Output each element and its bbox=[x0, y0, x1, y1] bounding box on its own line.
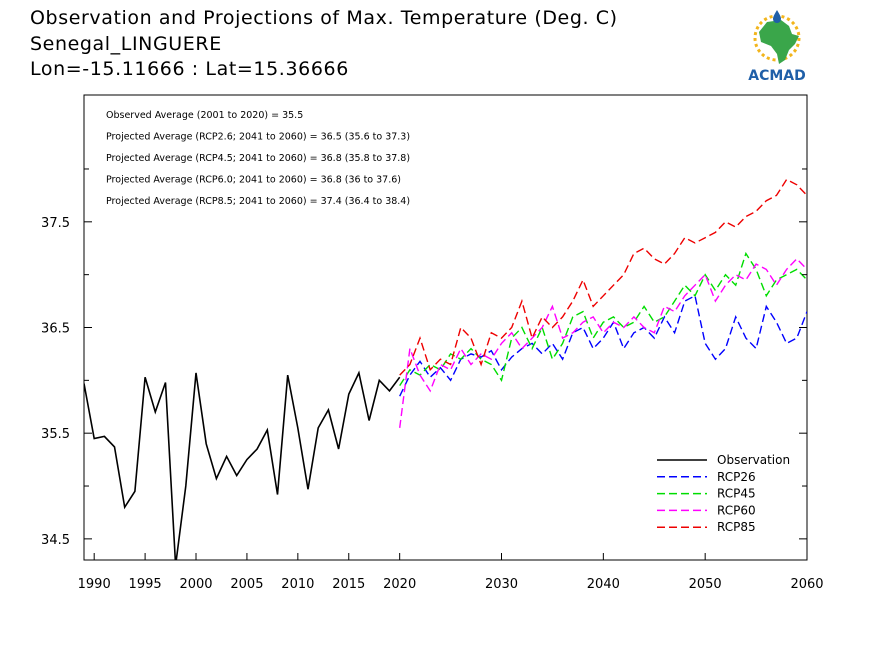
y-tick-label: 35.5 bbox=[41, 427, 70, 442]
x-tick-label: 2050 bbox=[689, 577, 722, 592]
series-line-rcp45 bbox=[399, 251, 807, 386]
x-tick-label: 2000 bbox=[179, 577, 212, 592]
x-tick-label: 1995 bbox=[129, 577, 162, 592]
africa-icon bbox=[759, 20, 799, 64]
water-drop-icon bbox=[773, 10, 781, 23]
chart-title: Observation and Projections of Max. Temp… bbox=[30, 7, 618, 29]
average-annotation: Projected Average (RCP4.5; 2041 to 2060)… bbox=[106, 153, 410, 164]
series-line-observation bbox=[84, 370, 401, 560]
x-tick-label: 2030 bbox=[485, 577, 518, 592]
y-tick-label: 36.5 bbox=[41, 322, 70, 337]
x-tick-label: 2005 bbox=[230, 577, 263, 592]
x-tick-label: 2010 bbox=[281, 577, 314, 592]
series-line-rcp26 bbox=[399, 294, 807, 397]
acmad-logo: ACMAD bbox=[737, 8, 817, 84]
series-line-rcp60 bbox=[399, 257, 807, 428]
series-line-rcp85 bbox=[399, 178, 807, 376]
x-tick-label: 2020 bbox=[383, 577, 416, 592]
legend-label: RCP60 bbox=[717, 503, 756, 517]
average-annotation: Projected Average (RCP6.0; 2041 to 2060)… bbox=[106, 175, 401, 186]
average-annotation: Projected Average (RCP2.6; 2041 to 2060)… bbox=[106, 132, 410, 143]
legend-label: RCP45 bbox=[717, 487, 756, 501]
y-tick-label: 34.5 bbox=[41, 533, 70, 548]
legend-label: RCP85 bbox=[717, 520, 756, 534]
legend-label: Observation bbox=[717, 453, 790, 467]
logo-text: ACMAD bbox=[748, 68, 806, 84]
plot-frame bbox=[83, 94, 808, 561]
x-tick-label: 2040 bbox=[587, 577, 620, 592]
station-coordinates: Lon=-15.11666 : Lat=15.36666 bbox=[30, 58, 349, 80]
x-tick-label: 2060 bbox=[790, 577, 823, 592]
y-tick-label: 37.5 bbox=[41, 216, 70, 231]
average-annotation: Observed Average (2001 to 2020) = 35.5 bbox=[106, 110, 303, 121]
station-name: Senegal_LINGUERE bbox=[30, 33, 222, 55]
legend-label: RCP26 bbox=[717, 470, 756, 484]
x-tick-label: 2015 bbox=[332, 577, 365, 592]
x-tick-label: 1990 bbox=[78, 577, 111, 592]
average-annotation: Projected Average (RCP8.5; 2041 to 2060)… bbox=[106, 196, 410, 207]
